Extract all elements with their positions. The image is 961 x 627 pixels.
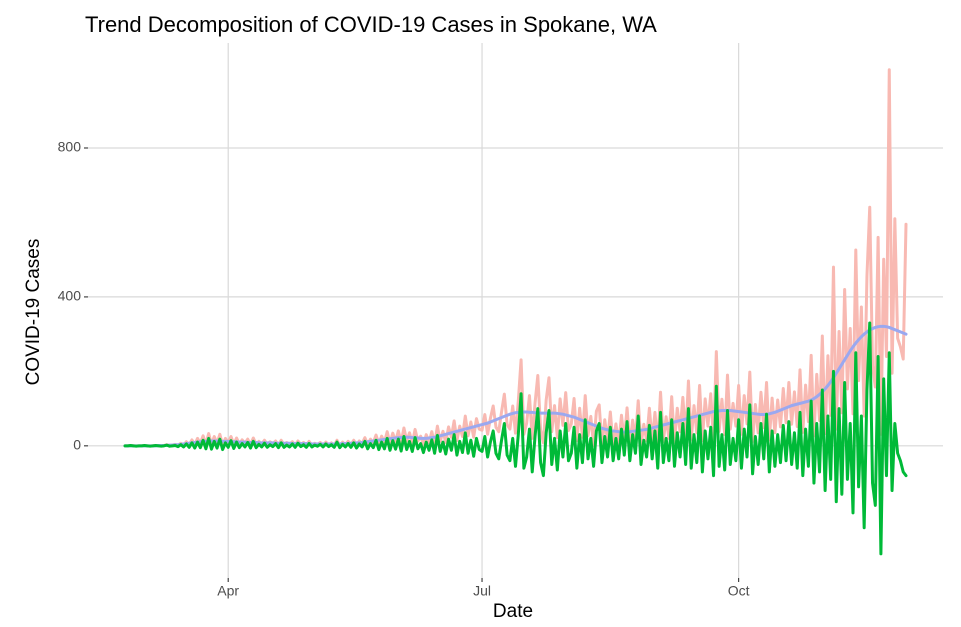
series-line (123, 68, 908, 448)
chart-title: Trend Decomposition of COVID-19 Cases in… (85, 12, 657, 37)
x-tick-label: Oct (728, 583, 750, 599)
y-tick-label: 400 (58, 288, 82, 304)
y-tick-label: 0 (73, 437, 81, 453)
y-axis-title: COVID-19 Cases (23, 239, 44, 386)
x-tick-label: Apr (217, 583, 239, 599)
y-tick-label: 800 (58, 139, 82, 155)
x-axis-title: Date (493, 601, 533, 622)
x-tick-label: Jul (473, 583, 491, 599)
series-line (123, 321, 908, 556)
